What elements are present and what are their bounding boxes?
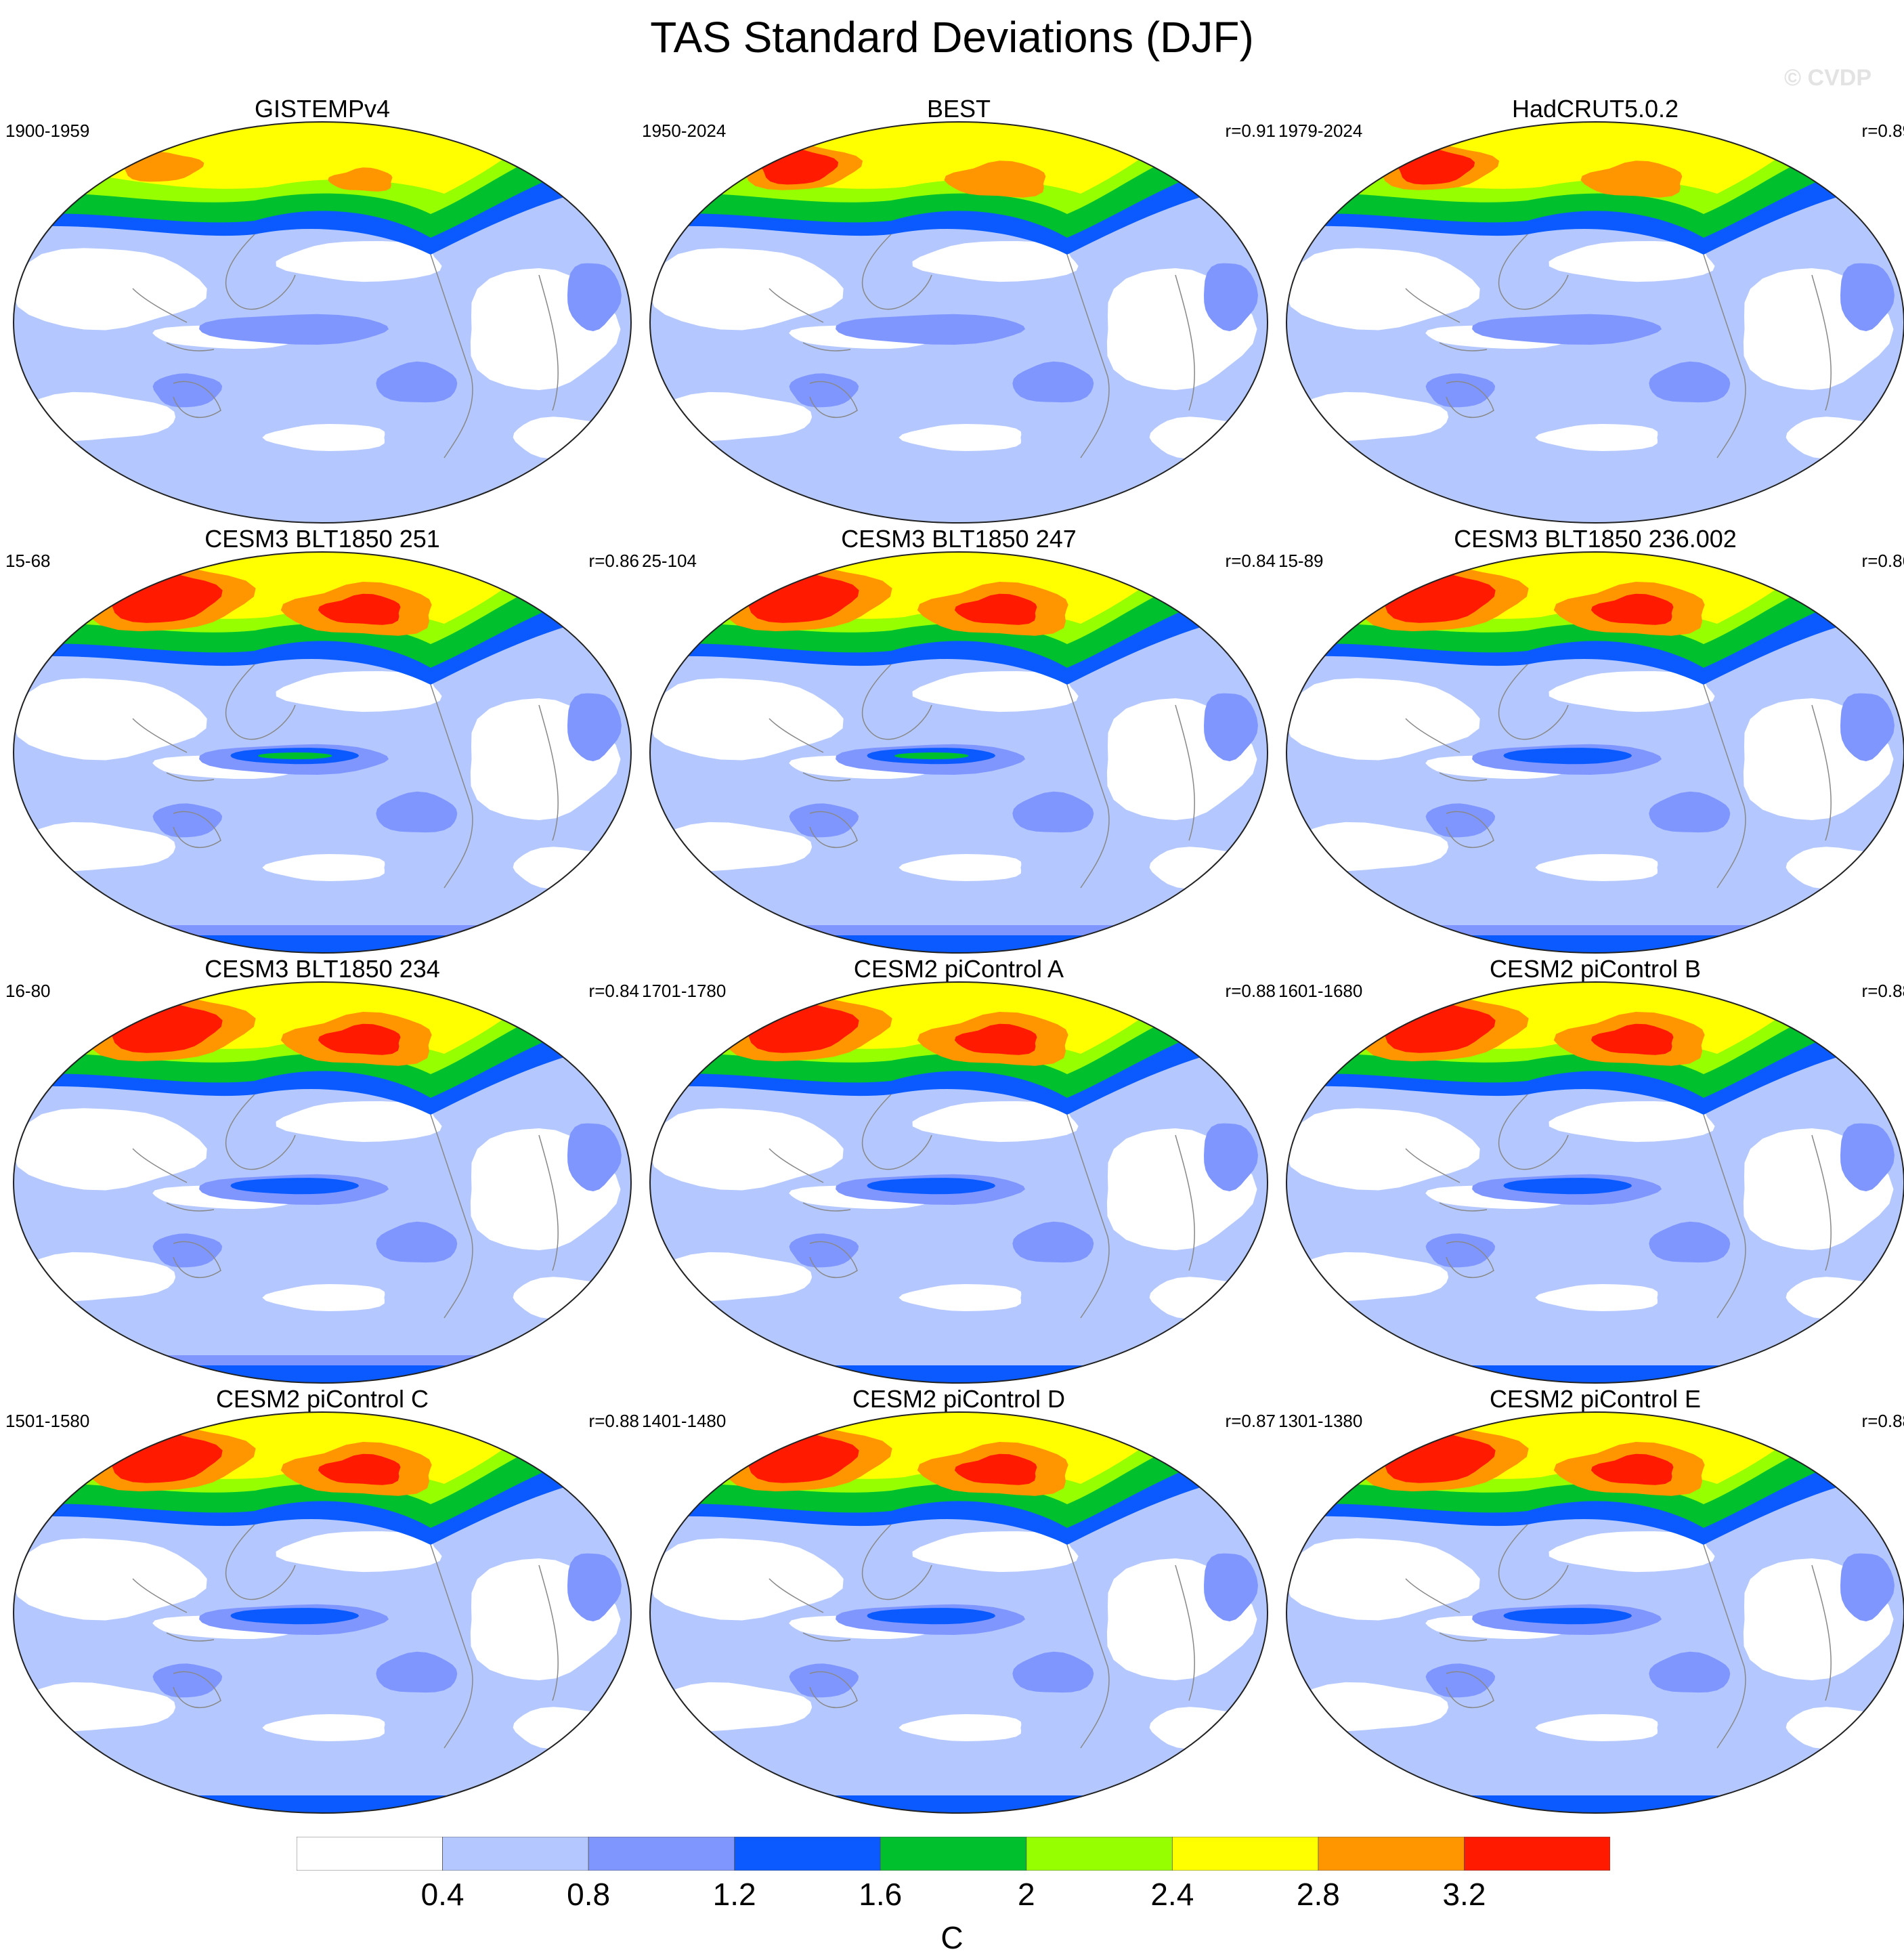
panel-correlation: r=0.88 xyxy=(1225,981,1276,1001)
panel-title: BEST xyxy=(926,95,991,123)
map-panel: CESM2 piControl C 1501-1580 r=0.88 xyxy=(5,1385,639,1818)
map-panel: CESM2 piControl B 1601-1680 r=0.88 xyxy=(1278,955,1904,1388)
map-panel: CESM2 piControl E 1301-1380 r=0.88 xyxy=(1278,1385,1904,1818)
panel-period: 1601-1680 xyxy=(1278,981,1363,1001)
map-panel: HadCRUT5.0.2 1979-2024 r=0.89 xyxy=(1278,95,1904,528)
colorbar-segment xyxy=(1171,1837,1319,1871)
colorbar-segment xyxy=(734,1837,881,1871)
panel-period: 1900-1959 xyxy=(5,121,90,141)
panel-period: 1950-2024 xyxy=(642,121,727,141)
panel-period: 15-89 xyxy=(1278,551,1324,571)
watermark: © CVDP xyxy=(1784,65,1871,91)
robinson-map xyxy=(1286,551,1904,954)
panel-correlation: r=0.87 xyxy=(1225,1411,1276,1431)
colorbar-segment xyxy=(442,1837,589,1871)
map-panel: CESM2 piControl A 1701-1780 r=0.88 xyxy=(642,955,1276,1388)
panel-title: CESM2 piControl C xyxy=(215,1385,429,1413)
colorbar-segment xyxy=(1026,1837,1173,1871)
colorbar-segment xyxy=(297,1837,443,1871)
map-panel: CESM3 BLT1850 234 16-80 r=0.84 xyxy=(5,955,639,1388)
panel-period: 15-68 xyxy=(5,551,51,571)
map-panel: CESM2 piControl D 1401-1480 r=0.87 xyxy=(642,1385,1276,1818)
robinson-map xyxy=(649,551,1268,954)
panel-period: 1979-2024 xyxy=(1278,121,1363,141)
colorbar-tick-label: 2.8 xyxy=(1296,1877,1340,1912)
panel-title: CESM2 piControl D xyxy=(852,1385,1066,1413)
colorbar-segment xyxy=(880,1837,1027,1871)
panel-period: 1501-1580 xyxy=(5,1411,90,1431)
panel-correlation: r=0.86 xyxy=(1861,551,1904,571)
map-panel: GISTEMPv4 1900-1959 xyxy=(5,95,639,528)
panel-correlation: r=0.89 xyxy=(1861,121,1904,141)
colorbar-tick-label: 2 xyxy=(1017,1877,1035,1912)
panel-period: 1701-1780 xyxy=(642,981,727,1001)
colorbar-tick-label: 0.4 xyxy=(420,1877,464,1912)
panel-period: 16-80 xyxy=(5,981,51,1001)
colorbar xyxy=(297,1837,1610,1871)
robinson-map xyxy=(649,1411,1268,1814)
robinson-map xyxy=(13,551,632,954)
colorbar-tick-label: 2.4 xyxy=(1150,1877,1194,1912)
panel-correlation: r=0.86 xyxy=(588,551,639,571)
panel-correlation: r=0.88 xyxy=(1861,1411,1904,1431)
colorbar-tick-label: 0.8 xyxy=(567,1877,611,1912)
colorbar-segment xyxy=(1464,1837,1610,1871)
robinson-map xyxy=(13,1411,632,1814)
panel-title: CESM3 BLT1850 236.002 xyxy=(1454,525,1737,553)
panel-period: 1301-1380 xyxy=(1278,1411,1363,1431)
panel-correlation: r=0.88 xyxy=(1861,981,1904,1001)
colorbar-tick-label: 3.2 xyxy=(1442,1877,1486,1912)
figure-title: TAS Standard Deviations (DJF) xyxy=(650,13,1254,62)
panel-period: 1401-1480 xyxy=(642,1411,727,1431)
panel-title: CESM3 BLT1850 234 xyxy=(204,955,440,983)
robinson-map xyxy=(1286,981,1904,1384)
panel-title: CESM3 BLT1850 251 xyxy=(204,525,440,553)
colorbar-unit: C xyxy=(940,1920,964,1955)
panel-title: HadCRUT5.0.2 xyxy=(1511,95,1679,123)
robinson-map xyxy=(13,121,632,524)
colorbar-tick-label: 1.2 xyxy=(712,1877,756,1912)
panel-title: CESM2 piControl B xyxy=(1489,955,1702,983)
map-panel: CESM3 BLT1850 251 15-68 r=0.86 xyxy=(5,525,639,958)
robinson-map xyxy=(1286,121,1904,524)
panel-correlation: r=0.84 xyxy=(588,981,639,1001)
panel-title: CESM3 BLT1850 247 xyxy=(841,525,1077,553)
panel-correlation: r=0.84 xyxy=(1225,551,1276,571)
panel-title: GISTEMPv4 xyxy=(254,95,391,123)
robinson-map xyxy=(649,981,1268,1384)
robinson-map xyxy=(649,121,1268,524)
robinson-map xyxy=(1286,1411,1904,1814)
panel-correlation: r=0.91 xyxy=(1225,121,1276,141)
map-panel: CESM3 BLT1850 247 25-104 r=0.84 xyxy=(642,525,1276,958)
colorbar-segment xyxy=(588,1837,735,1871)
panel-correlation: r=0.88 xyxy=(588,1411,639,1431)
panel-period: 25-104 xyxy=(642,551,697,571)
map-panel: CESM3 BLT1850 236.002 15-89 r=0.86 xyxy=(1278,525,1904,958)
colorbar-segment xyxy=(1318,1837,1465,1871)
panel-title: CESM2 piControl E xyxy=(1489,1385,1702,1413)
robinson-map xyxy=(13,981,632,1384)
map-panel: BEST 1950-2024 r=0.91 xyxy=(642,95,1276,528)
colorbar-tick-label: 1.6 xyxy=(859,1877,903,1912)
panel-title: CESM2 piControl A xyxy=(853,955,1064,983)
